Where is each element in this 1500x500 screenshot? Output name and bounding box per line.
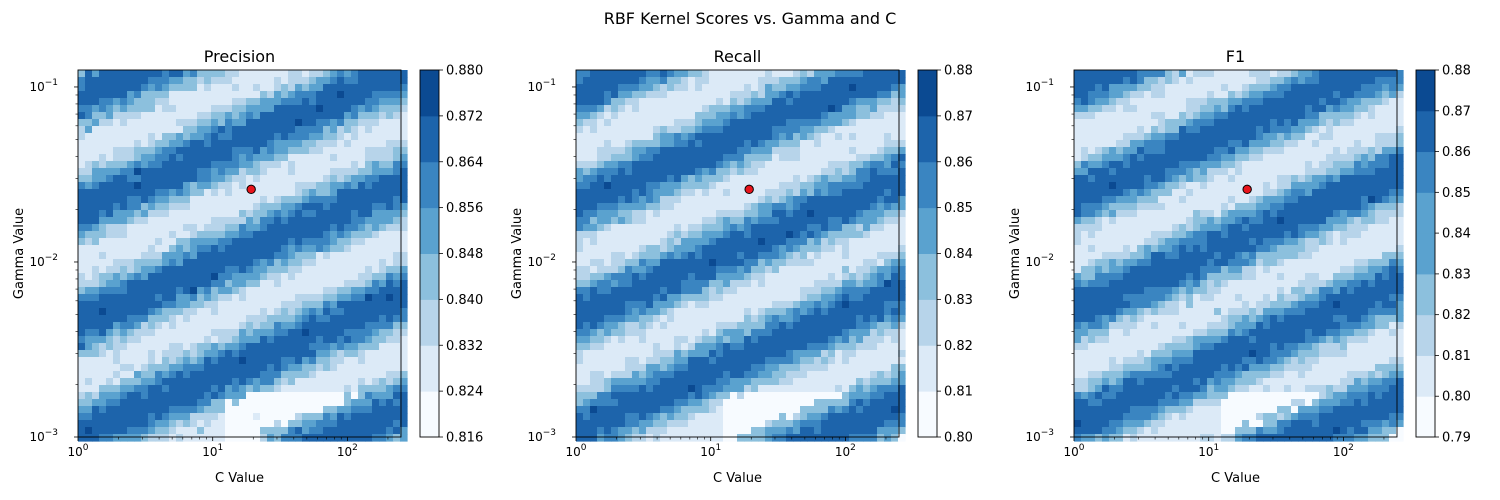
colorbar-band <box>918 299 937 346</box>
y-axis-label: Gamma Value <box>12 208 27 299</box>
colorbar-tick-label: 0.82 <box>1442 308 1471 323</box>
y-tick-label: 10−3 <box>29 428 58 444</box>
colorbar-tick-label: 0.85 <box>1442 186 1471 201</box>
y-tick-label: 10−2 <box>527 253 556 269</box>
colorbar-tick-label: 0.824 <box>446 385 483 400</box>
colorbar-tick-label: 0.83 <box>944 293 973 308</box>
colorbar-band <box>420 391 439 438</box>
colorbar-band <box>918 70 937 117</box>
panel-recall: Recall C Value Gamma Value 100 101 102 10−3 10−… <box>510 47 973 486</box>
colorbar-tick-label: 0.79 <box>1442 431 1471 446</box>
x-tick-label: 101 <box>1198 443 1219 459</box>
colorbar-tick-label: 0.84 <box>1442 227 1471 242</box>
x-axis-label: C Value <box>713 471 762 486</box>
x-tick-label: 102 <box>337 443 358 459</box>
colorbar-band <box>420 299 439 346</box>
colorbar-tick-label: 0.86 <box>1442 145 1471 160</box>
figure-title: RBF Kernel Scores vs. Gamma and C <box>604 9 897 28</box>
colorbar-band <box>420 207 439 254</box>
contour-field <box>1074 70 1404 442</box>
plot-frame <box>1073 69 1398 438</box>
colorbar-band <box>1416 355 1435 397</box>
colorbar-band <box>1416 273 1435 316</box>
colorbar: 0.816 0.824 0.832 0.840 0.848 0.856 0.864 0.872… <box>419 64 483 446</box>
colorbar-tick-label: 0.816 <box>446 431 483 446</box>
colorbar-tick-label: 0.856 <box>446 201 483 216</box>
plot-frame <box>575 69 900 438</box>
colorbar-tick-label: 0.864 <box>446 155 483 170</box>
colorbar-tick-label: 0.80 <box>944 431 973 446</box>
best-point-marker <box>1242 184 1252 195</box>
colorbar-band <box>918 391 937 438</box>
colorbar-tick-label: 0.84 <box>944 247 973 262</box>
y-axis-label: Gamma Value <box>510 208 525 299</box>
x-tick-label: 100 <box>1063 443 1084 459</box>
y-tick-label: 10−1 <box>1025 78 1054 94</box>
x-tick-label: 100 <box>565 443 586 459</box>
panel-title: Precision <box>204 47 275 66</box>
colorbar: 0.79 0.80 0.81 0.82 0.83 0.84 0.85 0.86 0.87 0.88 <box>1415 64 1471 446</box>
colorbar-tick-label: 0.85 <box>944 201 973 216</box>
x-tick-label: 100 <box>67 443 88 459</box>
colorbar-tick-label: 0.81 <box>944 385 973 400</box>
panel-precision: Precision C Value Gamma Value 100 101 102 10−3… <box>12 47 483 486</box>
colorbar-tick-label: 0.83 <box>1442 267 1471 282</box>
colorbar-tick-label: 0.880 <box>446 64 483 79</box>
colorbar-band <box>1416 70 1435 112</box>
colorbar-band <box>1416 151 1435 193</box>
x-tick-label: 102 <box>1333 443 1354 459</box>
colorbar-tick-label: 0.88 <box>944 64 973 79</box>
colorbar-band <box>918 207 937 254</box>
colorbar-tick-label: 0.81 <box>1442 349 1471 364</box>
x-tick-label: 102 <box>835 443 856 459</box>
colorbar-band <box>420 253 439 300</box>
colorbar-band <box>918 115 937 163</box>
colorbar-tick-label: 0.88 <box>1442 64 1471 79</box>
colorbar-band <box>918 253 937 300</box>
colorbar-tick-label: 0.80 <box>1442 390 1471 405</box>
colorbar-band <box>918 161 937 209</box>
colorbar-tick-label: 0.832 <box>446 339 483 354</box>
contour-field <box>78 70 408 442</box>
colorbar-band <box>420 70 439 117</box>
colorbar-tick-label: 0.840 <box>446 293 483 308</box>
colorbar-tick-label: 0.848 <box>446 247 483 262</box>
colorbar-band <box>420 161 439 209</box>
colorbar-tick-label: 0.872 <box>446 109 483 124</box>
contour-field <box>576 70 906 442</box>
best-point-marker <box>744 184 754 195</box>
panel-f1: F1 C Value Gamma Value 100 101 102 10−3 10−2 10−… <box>1008 47 1471 486</box>
colorbar-band <box>1416 192 1435 234</box>
x-axis-label: C Value <box>215 471 264 486</box>
panel-title: Recall <box>714 47 762 66</box>
x-tick-label: 101 <box>700 443 721 459</box>
colorbar-tick-label: 0.87 <box>1442 104 1471 119</box>
y-tick-label: 10−1 <box>527 78 556 94</box>
y-tick-label: 10−1 <box>29 78 58 94</box>
x-tick-label: 101 <box>202 443 223 459</box>
y-tick-label: 10−3 <box>1025 428 1054 444</box>
colorbar-band <box>420 115 439 163</box>
y-tick-label: 10−2 <box>1025 253 1054 269</box>
colorbar-tick-label: 0.87 <box>944 109 973 124</box>
y-tick-label: 10−3 <box>527 428 556 444</box>
x-axis-label: C Value <box>1211 471 1260 486</box>
colorbar-tick-label: 0.86 <box>944 155 973 170</box>
colorbar-band <box>1416 110 1435 153</box>
panel-title: F1 <box>1226 47 1245 66</box>
y-tick-label: 10−2 <box>29 253 58 269</box>
colorbar-band <box>1416 396 1435 438</box>
colorbar-band <box>918 345 937 392</box>
colorbar-tick-label: 0.82 <box>944 339 973 354</box>
best-point-marker <box>246 184 256 195</box>
colorbar-band <box>420 345 439 392</box>
plot-frame <box>77 69 402 438</box>
colorbar-band <box>1416 314 1435 356</box>
colorbar: 0.80 0.81 0.82 0.83 0.84 0.85 0.86 0.87 0.88 <box>917 64 973 446</box>
colorbar-band <box>1416 233 1435 275</box>
y-axis-label: Gamma Value <box>1008 208 1023 299</box>
